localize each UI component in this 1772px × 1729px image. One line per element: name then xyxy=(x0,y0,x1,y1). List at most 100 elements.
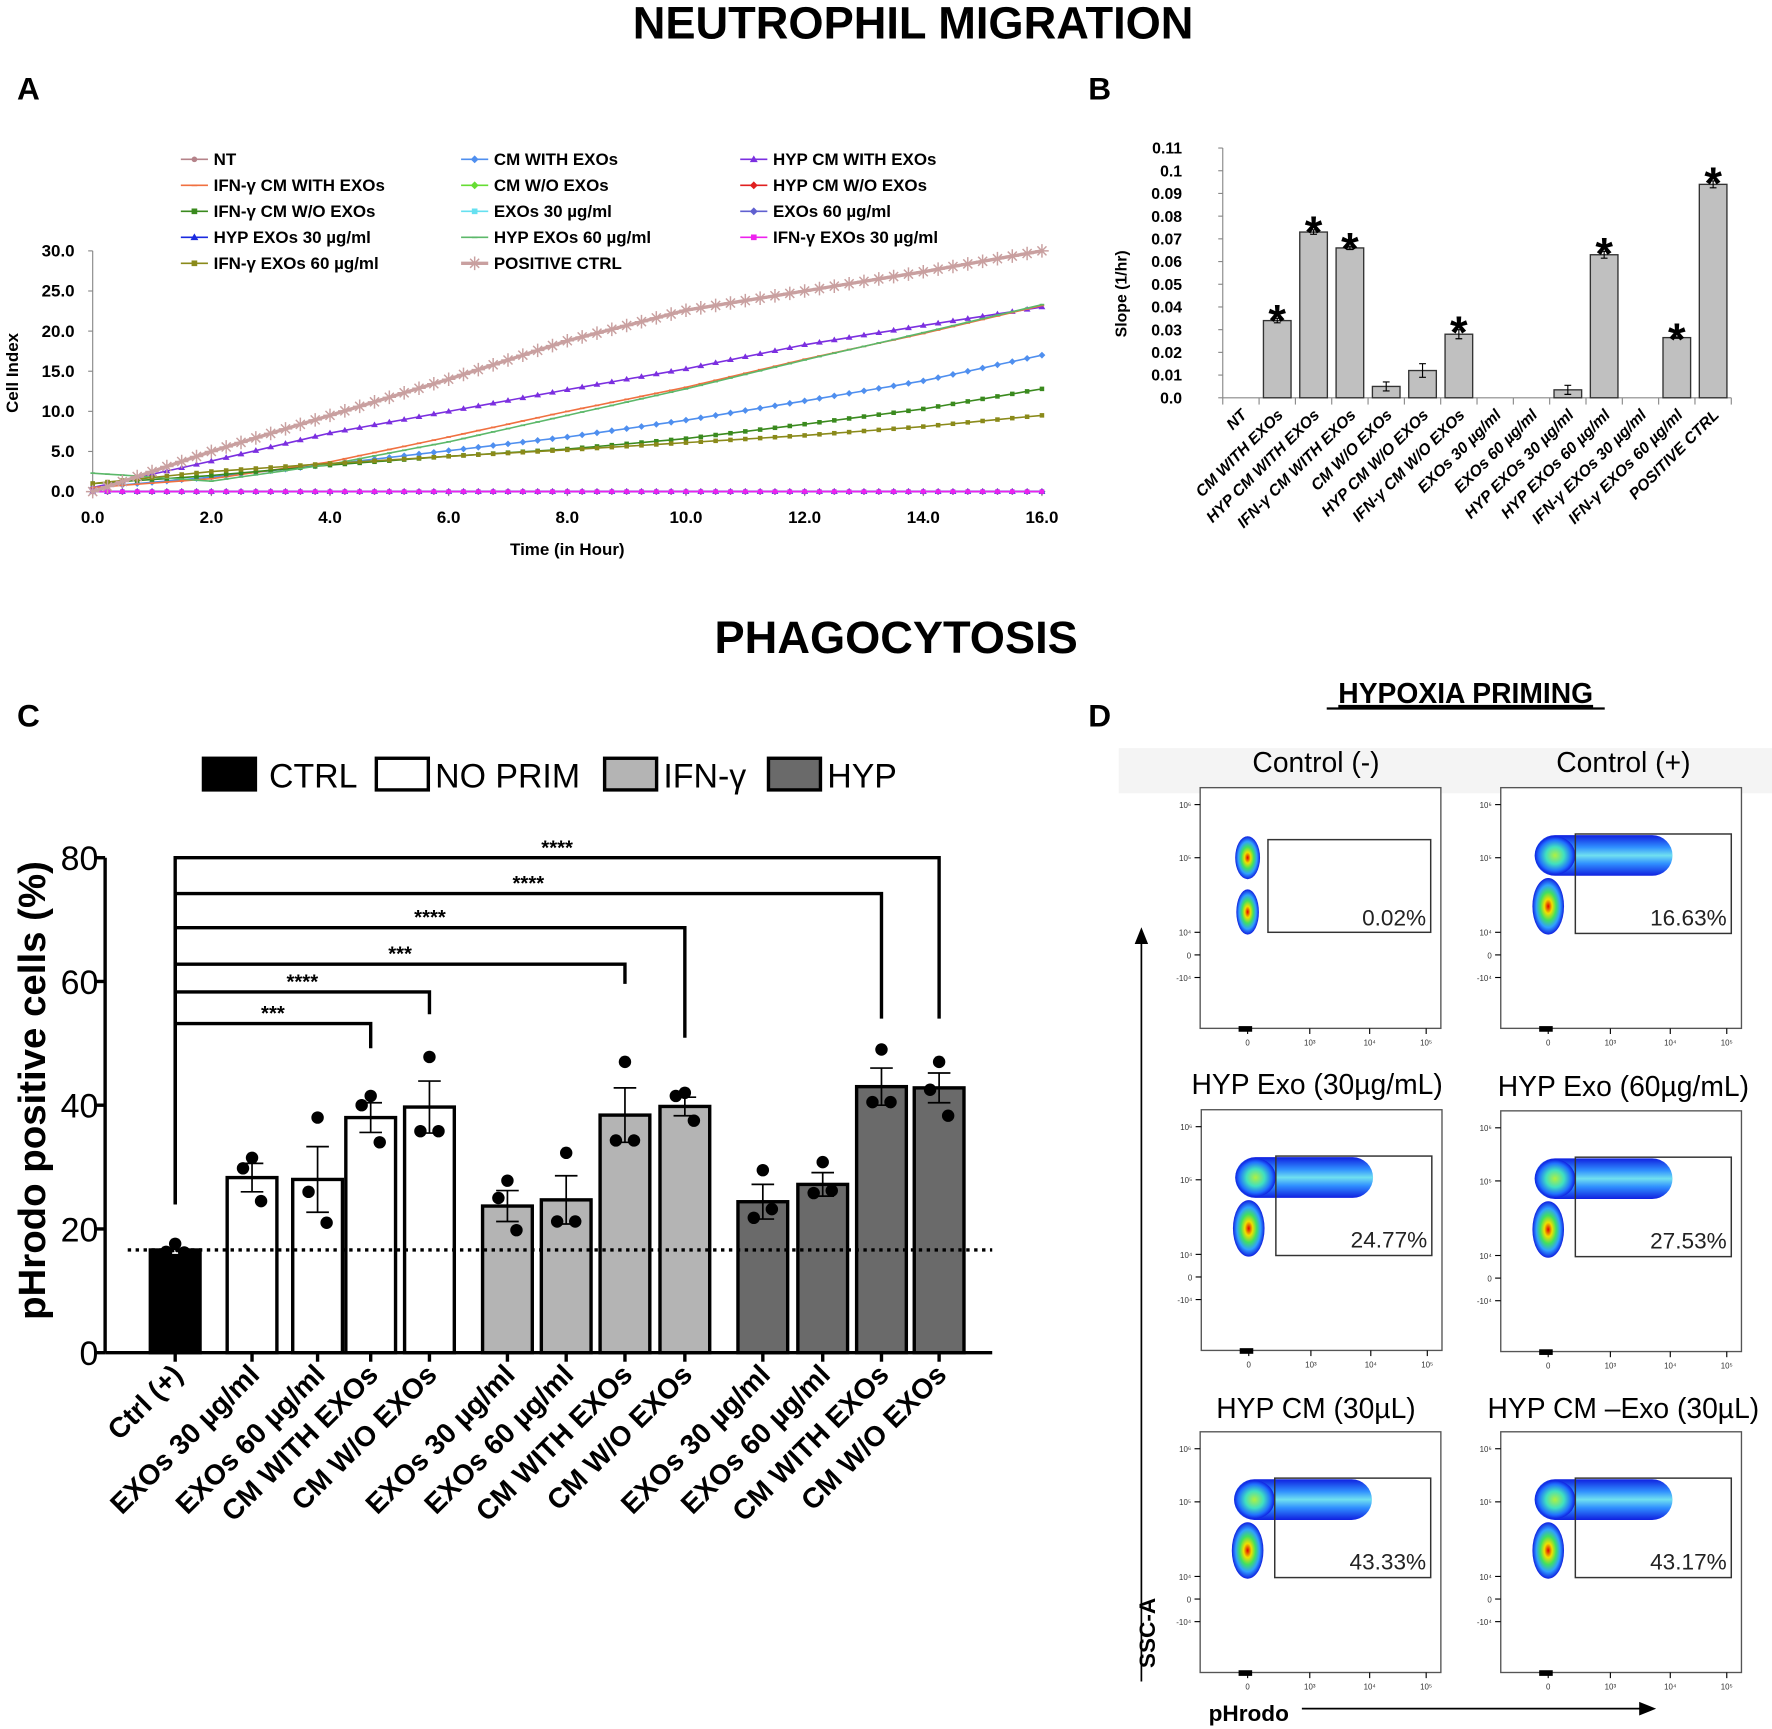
square-marker xyxy=(520,489,526,494)
y-tick-label: 10⁵ xyxy=(1179,854,1191,863)
bar xyxy=(1335,247,1365,399)
error-bar xyxy=(306,1145,329,1214)
population-lower xyxy=(1236,889,1259,935)
diamond-marker xyxy=(697,414,705,422)
square-marker xyxy=(238,470,244,476)
diamond-marker xyxy=(875,384,883,392)
triangle-marker xyxy=(267,443,275,450)
y-tick-label: 0.06 xyxy=(1151,254,1182,271)
square-marker xyxy=(921,489,926,494)
data-point xyxy=(687,1114,701,1127)
triangle-marker xyxy=(727,356,734,363)
star-marker xyxy=(263,426,278,441)
x-tick-label: 6.0 xyxy=(437,508,461,527)
error-bar xyxy=(1310,229,1317,235)
diamond-marker xyxy=(534,437,542,444)
error-bar xyxy=(1600,250,1608,259)
square-marker xyxy=(387,457,392,463)
square-marker xyxy=(1024,489,1030,494)
square-marker xyxy=(980,396,985,402)
diamond-marker xyxy=(608,427,616,435)
significance-bracket xyxy=(173,856,941,1205)
series-ifn-exos-60-g-ml xyxy=(90,413,1045,486)
square-marker xyxy=(194,474,199,479)
bar xyxy=(225,1175,279,1355)
x-tick-label: NT xyxy=(1224,406,1252,434)
data-point xyxy=(245,1151,259,1165)
square-marker xyxy=(461,453,466,458)
triangle-marker xyxy=(682,365,690,372)
axis-events xyxy=(1539,1670,1553,1676)
triangle-marker xyxy=(801,341,809,348)
triangle-marker xyxy=(979,312,987,319)
square-marker xyxy=(327,461,333,466)
star-marker xyxy=(441,372,456,387)
panel-b-bar-chart: 0.0 0.01 0.02 0.03 0.04 0.05 0.06 0.07 0.08 0.09 0… xyxy=(1114,141,1732,532)
x-tick-label: 10⁵ xyxy=(1420,1038,1432,1047)
star-marker xyxy=(634,314,649,329)
square-marker xyxy=(446,489,451,494)
data-point xyxy=(414,1124,427,1138)
panel-a-line-chart: 0.0 5.0 10.0 15.0 20.0 25.0 30.0 0.0 2.0 4.0 6.0 8.… xyxy=(3,150,1058,559)
data-point xyxy=(825,1184,838,1197)
legend-item: CM W/O EXOs xyxy=(461,176,609,195)
population-upper xyxy=(1534,1159,1576,1198)
square-marker xyxy=(950,489,956,494)
data-point xyxy=(423,1050,436,1064)
legend-label: NO PRIM xyxy=(435,758,580,796)
square-marker xyxy=(209,473,214,478)
gate-percentage: 16.63% xyxy=(1650,906,1727,931)
square-marker xyxy=(935,422,941,428)
diamond-marker xyxy=(474,443,482,451)
error-bar xyxy=(1382,381,1390,392)
star-marker xyxy=(679,303,693,318)
error-bar xyxy=(1564,384,1572,395)
triangle-marker xyxy=(190,233,199,241)
y-tick-label: 0.01 xyxy=(1151,368,1182,385)
star-marker xyxy=(486,358,500,372)
triangle-marker xyxy=(964,315,972,321)
legend-label: CM W/O EXOs xyxy=(494,176,609,195)
y-tick-label: 10⁶ xyxy=(1480,1124,1492,1133)
x-tick-label: 0 xyxy=(1247,1360,1252,1369)
star-marker xyxy=(812,281,827,296)
bar xyxy=(796,1182,850,1355)
legend-item: EXOs 60 µg/ml xyxy=(740,202,891,221)
triangle-marker xyxy=(400,416,408,422)
square-marker xyxy=(476,452,481,457)
population-lower xyxy=(1231,1522,1264,1579)
legend-item: IFN-γ EXOs 60 µg/ml xyxy=(180,254,379,273)
star-marker xyxy=(1035,244,1049,258)
square-marker xyxy=(164,473,170,479)
square-marker xyxy=(668,441,674,446)
y-tick-label: 0 xyxy=(1487,951,1492,960)
diamond-marker xyxy=(964,367,972,375)
square-marker xyxy=(980,489,985,494)
data-point xyxy=(807,1186,820,1200)
y-tick-label: 15.0 xyxy=(42,362,75,381)
hypoxia-priming-title: HYPOXIA PRIMING xyxy=(1338,677,1593,709)
bar xyxy=(148,1248,202,1355)
square-marker xyxy=(253,466,259,471)
x-tick-label: 8.0 xyxy=(556,508,580,527)
x-tick-label: 10³ xyxy=(1605,1682,1617,1691)
data-point xyxy=(492,1191,505,1205)
legend-swatch xyxy=(374,756,431,792)
triangle-marker xyxy=(237,450,245,457)
square-marker xyxy=(505,489,511,494)
data-point xyxy=(355,1098,368,1112)
y-tick-label: 5.0 xyxy=(51,442,75,461)
x-tick-label: 0 xyxy=(1245,1038,1250,1047)
y-tick-label: -10⁴ xyxy=(1176,974,1191,983)
square-marker xyxy=(639,489,644,494)
square-marker xyxy=(965,420,971,425)
diamond-marker xyxy=(470,155,479,164)
star-marker xyxy=(664,307,678,321)
legend-item: POSITIVE CTRL xyxy=(461,254,622,273)
x-tick-label: 10⁴ xyxy=(1664,1038,1676,1047)
y-axis-label: Slope (1/hr) xyxy=(1114,250,1131,337)
triangle-marker xyxy=(875,329,883,335)
diamond-marker xyxy=(712,411,720,419)
square-marker xyxy=(668,437,674,443)
star-marker xyxy=(204,444,219,459)
